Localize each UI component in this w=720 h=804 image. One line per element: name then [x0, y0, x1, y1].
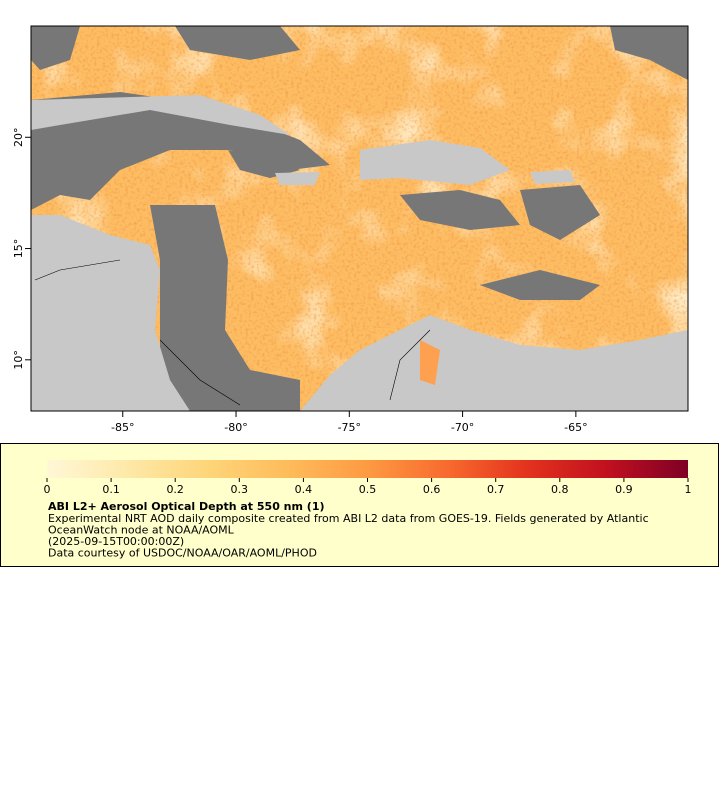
- no-data-region: [480, 270, 600, 300]
- colorbar-tick-label: 1: [685, 483, 692, 496]
- colorbar-tick-label: 0.7: [487, 483, 505, 496]
- colorbar-tick-label: 0.4: [295, 483, 313, 496]
- x-tick-label: -75°: [338, 421, 361, 434]
- y-tick-label: 20°: [12, 128, 25, 148]
- no-data-region: [31, 26, 80, 70]
- map-area: [31, 26, 688, 411]
- y-tick-label: 10°: [12, 350, 25, 370]
- land: [31, 215, 190, 411]
- no-data-region: [228, 150, 300, 178]
- legend-title: ABI L2+ Aerosol Optical Depth at 550 nm …: [48, 500, 325, 513]
- map-frame: [30, 25, 689, 412]
- legend-line: OceanWatch node at NOAA/AOML: [48, 524, 235, 537]
- colorbar-tick-label: 0.3: [231, 483, 249, 496]
- colorbar-tick-label: 0.8: [551, 483, 569, 496]
- land: [300, 315, 688, 411]
- x-tick-label: -85°: [111, 421, 134, 434]
- legend-line: Experimental NRT AOD daily composite cre…: [48, 512, 649, 525]
- colorbar-tick-label: 0.1: [102, 483, 120, 496]
- land: [360, 140, 510, 185]
- no-data-region: [31, 92, 330, 210]
- legend-text: Experimental NRT AOD daily composite cre…: [48, 512, 649, 560]
- legend-line: Data courtesy of USDOC/NOAA/OAR/AOML/PHO…: [48, 547, 317, 560]
- x-tick-label: -70°: [451, 421, 474, 434]
- colorbar-tick-label: 0.6: [423, 483, 441, 496]
- no-data-region: [150, 205, 300, 411]
- lake: [420, 340, 440, 385]
- x-tick-label: -80°: [224, 421, 247, 434]
- no-data-region: [400, 190, 520, 230]
- legend-line: (2025-09-15T00:00:00Z): [48, 535, 184, 548]
- no-data-region: [175, 26, 300, 60]
- land: [530, 170, 575, 184]
- axes: -85° -80° -75° -70° -65° 10° 15° 20°: [12, 128, 588, 434]
- colorbar-tick-label: 0.9: [615, 483, 633, 496]
- colorbar-tick-label: 0.2: [166, 483, 184, 496]
- no-data-region: [520, 185, 600, 240]
- land: [31, 95, 290, 135]
- colorbar-tick-label: 0.5: [359, 483, 377, 496]
- x-tick-label: -65°: [564, 421, 587, 434]
- no-data-region: [610, 26, 688, 80]
- y-tick-label: 15°: [12, 239, 25, 258]
- colorbar: [47, 460, 688, 478]
- land: [275, 172, 320, 185]
- colorbar-axis: 0 0.1 0.2 0.3 0.4 0.5 0.6 0.7 0.8 0.9 1: [44, 478, 692, 496]
- border: [34, 259, 431, 406]
- colorbar-tick-label: 0: [44, 483, 51, 496]
